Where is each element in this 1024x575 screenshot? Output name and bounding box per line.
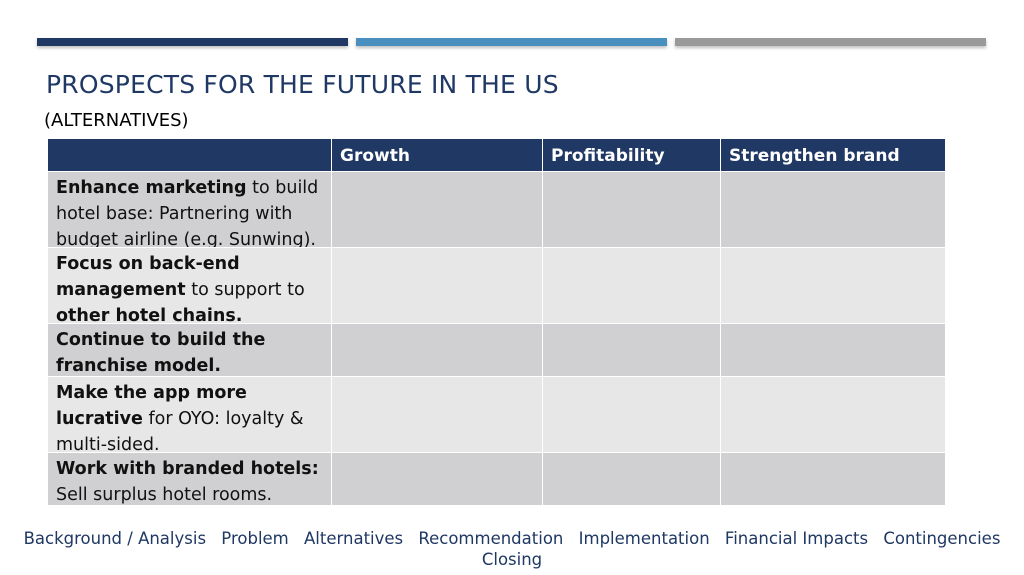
nav-link-alternatives[interactable]: Alternatives [304,529,404,548]
score-cell [542,452,721,506]
alternative-cell: Work with branded hotels: Sell surplus h… [47,452,332,506]
table-row: Work with branded hotels: Sell surplus h… [47,452,946,506]
alternative-cell: Continue to build the franchise model. [47,323,332,377]
nav-link-closing[interactable]: Closing [481,550,543,569]
score-cell [331,323,543,377]
table-row: Enhance marketing to build hotel base: P… [47,171,946,248]
nav-link-background-analysis[interactable]: Background / Analysis [23,529,207,548]
nav-link-financial-impacts[interactable]: Financial Impacts [724,529,869,548]
section-nav: Background / Analysis Problem Alternativ… [0,528,1024,570]
alternative-cell: Enhance marketing to build hotel base: P… [47,171,332,248]
header-cell-strengthen-brand: Strengthen brand [720,138,946,172]
table-row: Make the app more lucrative for OYO: loy… [47,376,946,453]
slide-title: PROSPECTS FOR THE FUTURE IN THE US [46,70,559,99]
score-cell [542,171,721,248]
accent-bar-blue [356,38,667,46]
accent-bar-gray [675,38,986,46]
nav-link-problem[interactable]: Problem [221,529,289,548]
header-cell-blank [47,138,332,172]
accent-bar-navy [37,38,348,46]
score-cell [720,376,946,453]
nav-link-implementation[interactable]: Implementation [578,529,710,548]
score-cell [542,323,721,377]
score-cell [720,323,946,377]
score-cell [331,247,543,324]
score-cell [331,376,543,453]
alternatives-table: Growth Profitability Strengthen brand En… [47,138,946,506]
table-row: Focus on back-end management to support … [47,247,946,324]
nav-link-recommendation[interactable]: Recommendation [418,529,564,548]
score-cell [542,247,721,324]
alternative-cell: Focus on back-end management to support … [47,247,332,324]
alternative-cell: Make the app more lucrative for OYO: loy… [47,376,332,453]
score-cell [720,171,946,248]
header-cell-growth: Growth [331,138,543,172]
table-header-row: Growth Profitability Strengthen brand [47,138,946,172]
header-cell-profitability: Profitability [542,138,721,172]
score-cell [542,376,721,453]
slide-subtitle: (ALTERNATIVES) [44,110,189,131]
nav-link-contingencies[interactable]: Contingencies [883,529,1001,548]
score-cell [720,247,946,324]
score-cell [720,452,946,506]
table-row: Continue to build the franchise model. [47,323,946,377]
score-cell [331,171,543,248]
score-cell [331,452,543,506]
